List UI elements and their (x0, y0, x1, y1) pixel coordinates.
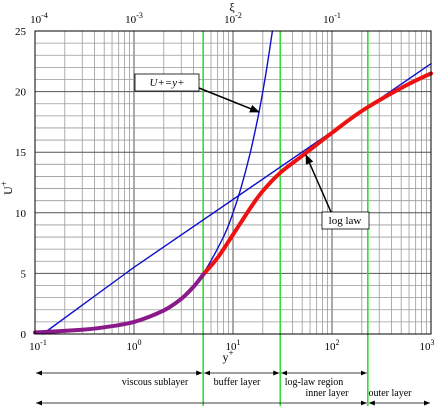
x-tick-label: 101 (226, 338, 241, 353)
y-axis-title: U+ (0, 181, 15, 195)
chart-series (33, 30, 433, 335)
x-tick-label: 100 (127, 338, 142, 353)
annotation-box (134, 73, 200, 92)
series-sublayer-profile (33, 272, 206, 335)
annotations: U+=y+ log law (134, 73, 370, 230)
region-label: log-law region (285, 377, 344, 388)
top-axis-title: ξ (229, 0, 235, 14)
region-label: inner layer (305, 388, 349, 399)
top-tick-label: 10-1 (323, 11, 341, 26)
y-tick-label: 5 (21, 268, 27, 280)
plot-frame (34, 30, 432, 335)
y-tick-label: 0 (21, 329, 27, 341)
axis-titles: y+ ξ U+ (0, 0, 235, 364)
top-tick-label: 10-2 (224, 11, 242, 26)
x-tick-label: 102 (325, 338, 340, 353)
top-tick-label: 10-4 (30, 11, 48, 26)
x-tick-label: 10-1 (29, 338, 47, 353)
series-spalding-profile (201, 71, 433, 277)
x-tick-label: 103 (420, 338, 435, 353)
y-tick-label: 15 (15, 147, 27, 159)
grid-lines (34, 30, 431, 335)
y-tick-label: 25 (15, 26, 27, 38)
annotation-arrow (305, 154, 332, 213)
region-label: viscous sublayer (122, 377, 189, 388)
region-labels: viscous sublayer buffer layer log-law regi… (36, 370, 430, 406)
annotation-label: log law (329, 215, 362, 227)
x-axis-title: y+ (222, 348, 233, 364)
annotation-arrow (198, 87, 260, 113)
annotation-box (321, 211, 370, 230)
region-label: outer layer (368, 388, 412, 399)
top-tick-label: 10-3 (125, 11, 143, 26)
region-label: buffer layer (214, 377, 261, 388)
y-tick-label: 10 (15, 208, 27, 220)
y-tick-label: 20 (15, 87, 27, 99)
annotation-label: U+=y+ (149, 77, 184, 89)
